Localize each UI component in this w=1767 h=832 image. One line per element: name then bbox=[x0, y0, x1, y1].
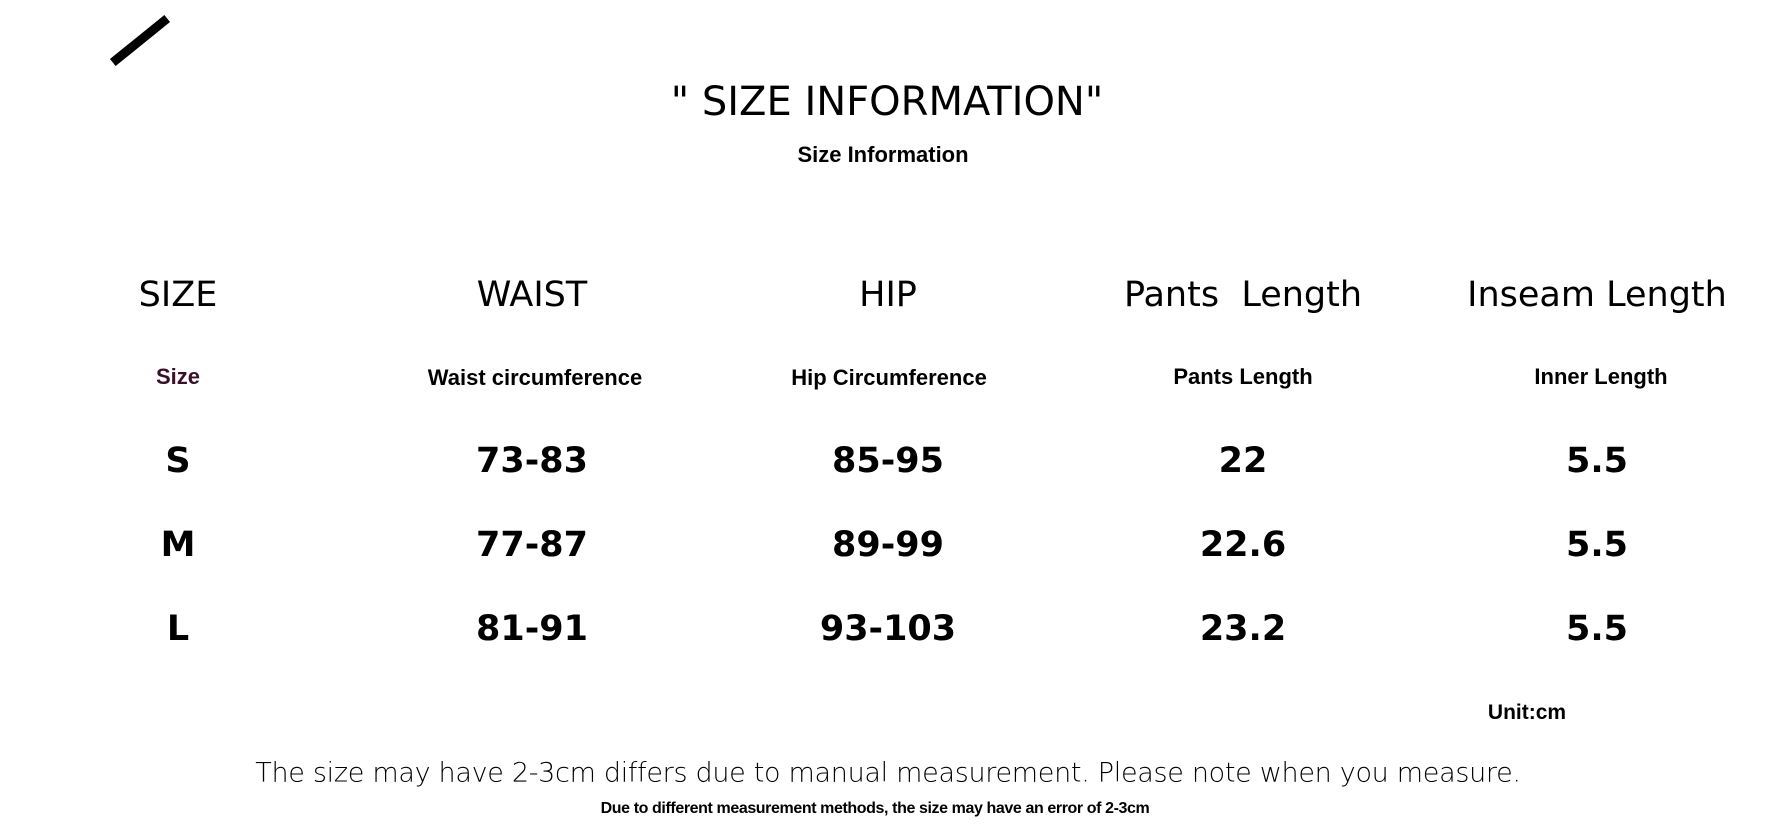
measurement-note: The size may have 2-3cm differs due to m… bbox=[255, 757, 1521, 789]
cell-hip: 85-95 bbox=[832, 441, 944, 481]
cell-waist: 77-87 bbox=[476, 525, 588, 565]
column-header-pants-length: Pants Length bbox=[1123, 275, 1363, 315]
column-subheader-hip: Hip Circumference bbox=[791, 365, 987, 390]
column-header-size: SIZE bbox=[138, 275, 218, 315]
cell-pants-length: 22.6 bbox=[1199, 525, 1287, 565]
column-subheader-inner-length: Inner Length bbox=[1534, 364, 1668, 389]
page-subtitle: Size Information bbox=[797, 142, 969, 167]
column-header-inseam-length: Inseam Length bbox=[1467, 275, 1727, 315]
cell-size: S bbox=[165, 441, 191, 481]
column-subheader-pants-length: Pants Length bbox=[1173, 364, 1313, 389]
column-header-hip: HIP bbox=[859, 275, 917, 315]
cell-pants-length: 23.2 bbox=[1199, 609, 1287, 649]
slash-mark bbox=[109, 14, 171, 67]
page-title: " SIZE INFORMATION" bbox=[670, 79, 1104, 125]
cell-waist: 81-91 bbox=[476, 609, 588, 649]
cell-pants-length: 22 bbox=[1218, 441, 1268, 481]
unit-label: Unit:cm bbox=[1487, 701, 1567, 724]
cell-size: M bbox=[160, 525, 196, 565]
cell-inseam-length: 5.5 bbox=[1565, 525, 1629, 565]
measurement-note-secondary: Due to different measurement methods, th… bbox=[600, 800, 1150, 817]
cell-hip: 93-103 bbox=[819, 609, 957, 649]
column-header-waist: WAIST bbox=[476, 275, 588, 315]
cell-inseam-length: 5.5 bbox=[1565, 441, 1629, 481]
column-subheader-waist: Waist circumference bbox=[427, 365, 643, 390]
cell-hip: 89-99 bbox=[832, 525, 944, 565]
cell-size: L bbox=[166, 609, 190, 649]
cell-waist: 73-83 bbox=[476, 441, 588, 481]
column-subheader-size: Size bbox=[155, 364, 201, 389]
cell-inseam-length: 5.5 bbox=[1565, 609, 1629, 649]
